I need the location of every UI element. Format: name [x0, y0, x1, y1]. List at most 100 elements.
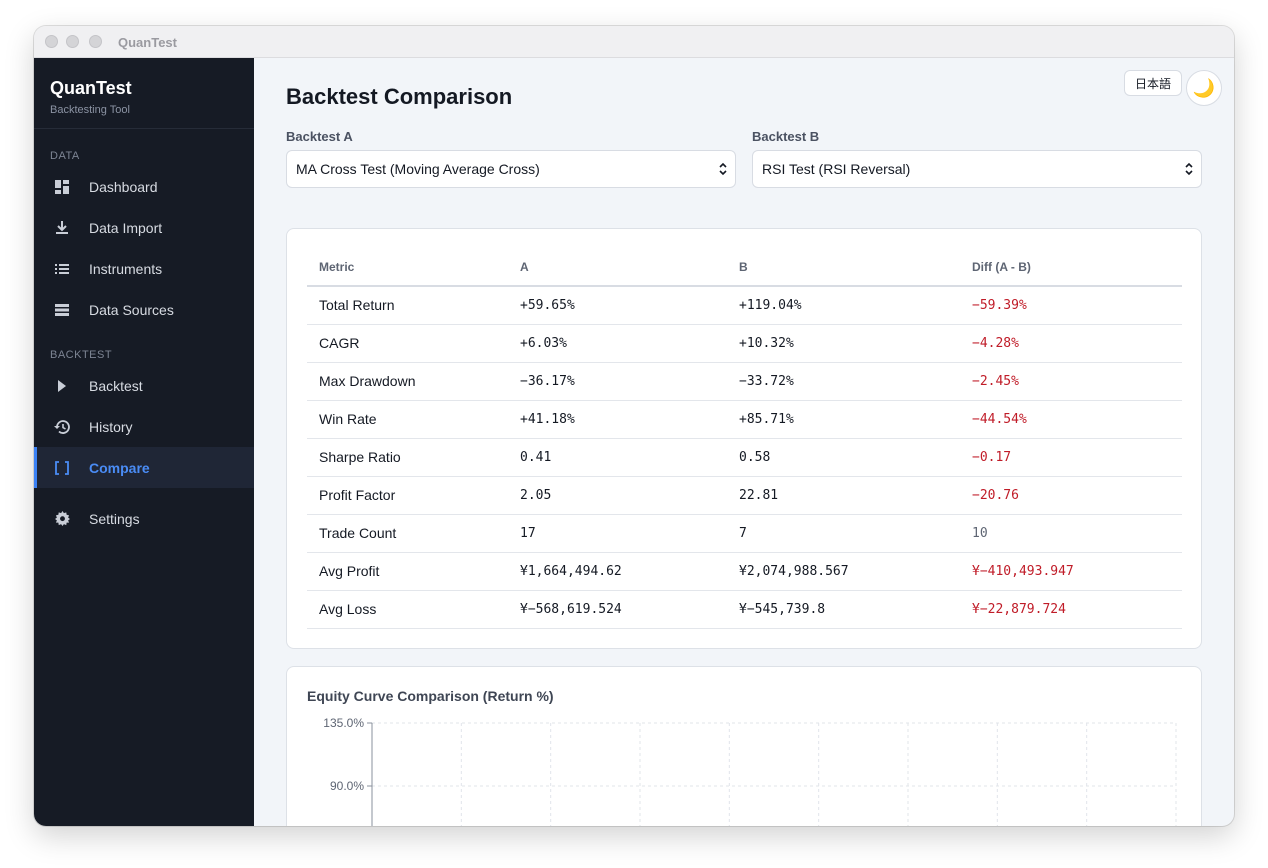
- minimize-window-button[interactable]: [66, 35, 79, 48]
- table-row: Avg Loss ¥−568,619.524 ¥−545,739.8 ¥−22,…: [307, 590, 1182, 629]
- value-diff: ¥−410,493.947: [960, 552, 1182, 591]
- brand-name: QuanTest: [50, 78, 132, 98]
- equity-chart-card: Equity Curve Comparison (Return %) 135.0…: [286, 666, 1202, 826]
- value-a: ¥1,664,494.62: [508, 552, 727, 591]
- metric-name: CAGR: [307, 324, 508, 363]
- value-diff: −4.28%: [960, 324, 1182, 363]
- value-b: +119.04%: [727, 286, 960, 325]
- chevron-updown-icon: [719, 162, 727, 179]
- metric-name: Max Drawdown: [307, 362, 508, 401]
- value-a: +6.03%: [508, 324, 727, 363]
- section-label-data: DATA: [50, 150, 80, 162]
- sidebar-item-label: Data Import: [89, 219, 163, 236]
- storage-icon: [54, 302, 70, 318]
- backtest-a-label: Backtest A: [286, 129, 353, 144]
- app-window: QuanTest QuanTest Backtesting Tool DATA …: [34, 26, 1234, 826]
- chevron-updown-icon: [1185, 162, 1193, 179]
- download-icon: [54, 220, 70, 236]
- compare-icon: [54, 460, 70, 476]
- sidebar-item-dashboard[interactable]: Dashboard: [34, 166, 254, 207]
- value-a: ¥−568,619.524: [508, 590, 727, 629]
- metric-name: Win Rate: [307, 400, 508, 439]
- equity-chart: 135.0% 90.0%: [323, 716, 1177, 826]
- value-a: +59.65%: [508, 286, 727, 325]
- sidebar-item-compare[interactable]: Compare: [34, 447, 254, 488]
- value-b: +10.32%: [727, 324, 960, 363]
- value-a: −36.17%: [508, 362, 727, 401]
- sidebar-item-data-import[interactable]: Data Import: [34, 207, 254, 248]
- value-a: 17: [508, 514, 727, 553]
- value-diff: −59.39%: [960, 286, 1182, 325]
- list-icon: [54, 261, 70, 277]
- sidebar: QuanTest Backtesting Tool DATA Dashboard…: [34, 58, 254, 826]
- value-a: 2.05: [508, 476, 727, 515]
- metrics-table: Metric A B Diff (A - B) Total Return +59…: [307, 249, 1182, 629]
- section-label-backtest: BACKTEST: [50, 349, 113, 361]
- table-header-row: Metric A B Diff (A - B): [307, 249, 1182, 287]
- y-tick-label: 90.0%: [330, 779, 364, 793]
- table-row: Win Rate +41.18% +85.71% −44.54%: [307, 400, 1182, 439]
- chart-title: Equity Curve Comparison (Return %): [307, 688, 554, 704]
- sidebar-item-label: Instruments: [89, 260, 163, 277]
- value-b: +85.71%: [727, 400, 960, 439]
- theme-toggle-button[interactable]: 🌙: [1186, 70, 1222, 106]
- metric-name: Avg Loss: [307, 590, 508, 629]
- value-a: +41.18%: [508, 400, 727, 439]
- moon-icon: 🌙: [1192, 77, 1216, 98]
- sidebar-item-history[interactable]: History: [34, 406, 254, 447]
- value-b: 0.58: [727, 438, 960, 477]
- value-b: −33.72%: [727, 362, 960, 401]
- column-header-metric: Metric: [307, 249, 508, 287]
- gear-icon: [54, 511, 70, 527]
- history-icon: [54, 419, 70, 435]
- sidebar-item-settings[interactable]: Settings: [34, 498, 254, 539]
- value-diff: −20.76: [960, 476, 1182, 515]
- value-b: ¥−545,739.8: [727, 590, 960, 629]
- zoom-window-button[interactable]: [89, 35, 102, 48]
- sidebar-item-label: History: [89, 418, 133, 435]
- page-title: Backtest Comparison: [286, 84, 513, 109]
- window-title: QuanTest: [118, 35, 177, 50]
- table-row: Avg Profit ¥1,664,494.62 ¥2,074,988.567 …: [307, 552, 1182, 591]
- value-diff: ¥−22,879.724: [960, 590, 1182, 629]
- sidebar-item-instruments[interactable]: Instruments: [34, 248, 254, 289]
- table-row: Sharpe Ratio 0.41 0.58 −0.17: [307, 438, 1182, 477]
- sidebar-item-data-sources[interactable]: Data Sources: [34, 289, 254, 330]
- brand-subtitle: Backtesting Tool: [50, 104, 130, 116]
- brand: QuanTest Backtesting Tool: [34, 58, 254, 129]
- value-b: 7: [727, 514, 960, 553]
- column-header-b: B: [727, 249, 960, 287]
- value-b: ¥2,074,988.567: [727, 552, 960, 591]
- value-b: 22.81: [727, 476, 960, 515]
- table-row: Max Drawdown −36.17% −33.72% −2.45%: [307, 362, 1182, 401]
- backtest-b-label: Backtest B: [752, 129, 820, 144]
- value-diff: −0.17: [960, 438, 1182, 477]
- sidebar-item-label: Data Sources: [89, 301, 174, 318]
- column-header-diff: Diff (A - B): [960, 249, 1182, 287]
- sidebar-item-label: Compare: [89, 459, 150, 476]
- metric-name: Total Return: [307, 286, 508, 325]
- value-diff: −2.45%: [960, 362, 1182, 401]
- backtest-a-select[interactable]: MA Cross Test (Moving Average Cross): [286, 150, 736, 188]
- dashboard-icon: [54, 179, 70, 195]
- metric-name: Avg Profit: [307, 552, 508, 591]
- metric-name: Profit Factor: [307, 476, 508, 515]
- language-button[interactable]: 日本語: [1124, 70, 1183, 96]
- sidebar-item-backtest[interactable]: Backtest: [34, 365, 254, 406]
- backtest-b-select[interactable]: RSI Test (RSI Reversal): [752, 150, 1202, 188]
- value-diff: −44.54%: [960, 400, 1182, 439]
- y-tick-label: 135.0%: [323, 716, 364, 730]
- metric-name: Trade Count: [307, 514, 508, 553]
- table-row: CAGR +6.03% +10.32% −4.28%: [307, 324, 1182, 363]
- sidebar-item-label: Settings: [89, 510, 140, 527]
- play-icon: [54, 378, 70, 394]
- table-row: Total Return +59.65% +119.04% −59.39%: [307, 286, 1182, 325]
- metric-name: Sharpe Ratio: [307, 438, 508, 477]
- metrics-card: Metric A B Diff (A - B) Total Return +59…: [286, 228, 1202, 649]
- sidebar-item-label: Backtest: [89, 377, 143, 394]
- sidebar-item-label: Dashboard: [89, 178, 158, 195]
- title-bar: QuanTest: [34, 26, 1234, 58]
- backtest-a-value: MA Cross Test (Moving Average Cross): [296, 161, 540, 177]
- value-a: 0.41: [508, 438, 727, 477]
- close-window-button[interactable]: [45, 35, 58, 48]
